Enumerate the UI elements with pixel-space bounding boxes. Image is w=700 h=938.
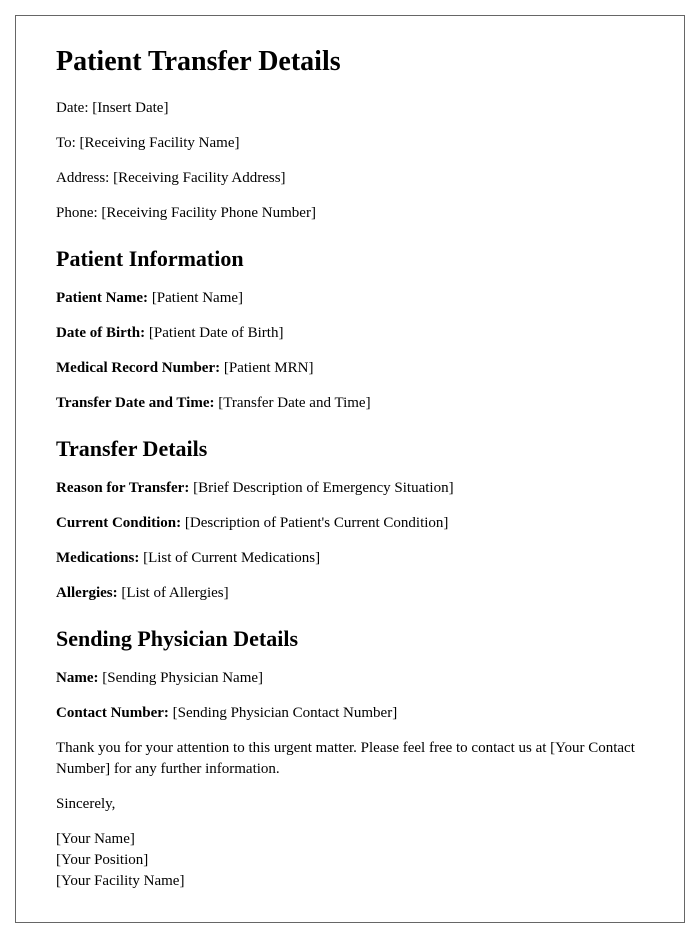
signature-facility: [Your Facility Name] — [56, 871, 644, 892]
transfer-reason: Reason for Transfer: [Brief Description … — [56, 478, 644, 499]
reason-label: Reason for Transfer: — [56, 480, 189, 496]
physician-contact: Contact Number: [Sending Physician Conta… — [56, 703, 644, 724]
address-value: [Receiving Facility Address] — [113, 170, 285, 186]
patient-dob: Date of Birth: [Patient Date of Birth] — [56, 323, 644, 344]
physician-name: Name: [Sending Physician Name] — [56, 668, 644, 689]
patient-transfer-datetime: Transfer Date and Time: [Transfer Date a… — [56, 393, 644, 414]
physician-heading: Sending Physician Details — [56, 626, 644, 652]
mrn-label: Medical Record Number: — [56, 360, 220, 376]
current-condition: Current Condition: [Description of Patie… — [56, 513, 644, 534]
allergies-value: [List of Allergies] — [121, 585, 228, 601]
patient-name: Patient Name: [Patient Name] — [56, 288, 644, 309]
phone-value: [Receiving Facility Phone Number] — [101, 205, 316, 221]
patient-info-heading: Patient Information — [56, 246, 644, 272]
signature-name: [Your Name] — [56, 829, 644, 850]
dob-label: Date of Birth: — [56, 325, 145, 341]
header-date: Date: [Insert Date] — [56, 98, 644, 119]
closing-thanks: Thank you for your attention to this urg… — [56, 738, 644, 780]
page-title: Patient Transfer Details — [56, 46, 644, 78]
mrn-value: [Patient MRN] — [224, 360, 314, 376]
header-phone: Phone: [Receiving Facility Phone Number] — [56, 203, 644, 224]
allergies: Allergies: [List of Allergies] — [56, 583, 644, 604]
transfer-datetime-label: Transfer Date and Time: — [56, 395, 214, 411]
signature-position: [Your Position] — [56, 850, 644, 871]
phone-label: Phone: — [56, 205, 98, 221]
address-label: Address: — [56, 170, 109, 186]
patient-mrn: Medical Record Number: [Patient MRN] — [56, 358, 644, 379]
medications-value: [List of Current Medications] — [143, 550, 320, 566]
document-page: Patient Transfer Details Date: [Insert D… — [15, 15, 685, 923]
dob-value: [Patient Date of Birth] — [149, 325, 284, 341]
condition-label: Current Condition: — [56, 515, 181, 531]
reason-value: [Brief Description of Emergency Situatio… — [193, 480, 454, 496]
date-value: [Insert Date] — [92, 100, 168, 116]
to-value: [Receiving Facility Name] — [80, 135, 240, 151]
signature-block: [Your Name] [Your Position] [Your Facili… — [56, 829, 644, 892]
closing-sincerely: Sincerely, — [56, 794, 644, 815]
condition-value: [Description of Patient's Current Condit… — [185, 515, 449, 531]
header-address: Address: [Receiving Facility Address] — [56, 168, 644, 189]
patient-name-label: Patient Name: — [56, 290, 148, 306]
medications: Medications: [List of Current Medication… — [56, 548, 644, 569]
patient-name-value: [Patient Name] — [152, 290, 243, 306]
transfer-details-heading: Transfer Details — [56, 436, 644, 462]
physician-contact-value: [Sending Physician Contact Number] — [173, 705, 398, 721]
date-label: Date: — [56, 100, 88, 116]
to-label: To: — [56, 135, 76, 151]
medications-label: Medications: — [56, 550, 139, 566]
header-to: To: [Receiving Facility Name] — [56, 133, 644, 154]
physician-name-label: Name: — [56, 670, 98, 686]
transfer-datetime-value: [Transfer Date and Time] — [218, 395, 370, 411]
allergies-label: Allergies: — [56, 585, 118, 601]
physician-contact-label: Contact Number: — [56, 705, 169, 721]
physician-name-value: [Sending Physician Name] — [102, 670, 263, 686]
